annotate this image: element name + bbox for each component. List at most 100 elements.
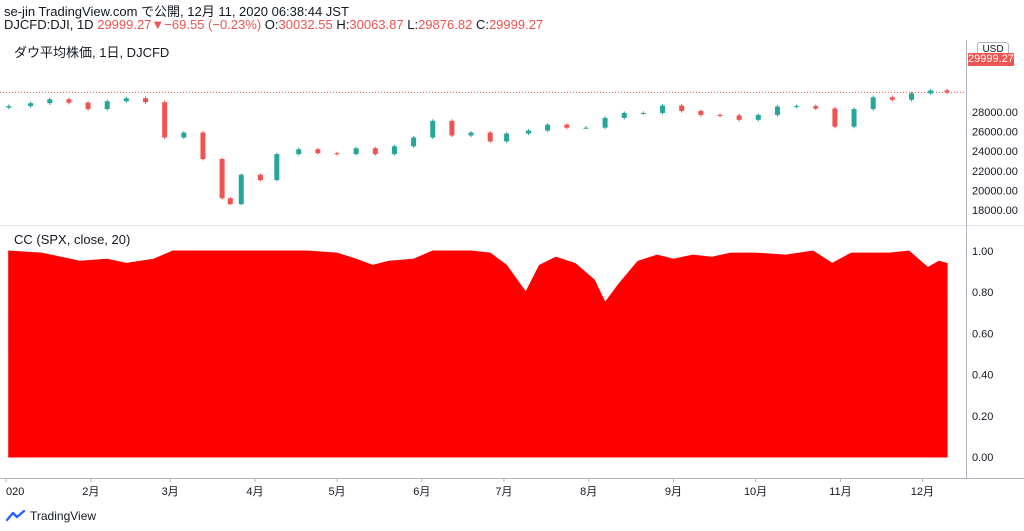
candle-body	[123, 98, 129, 102]
open-label: O:	[264, 17, 279, 32]
time-tick-label: 5月	[328, 486, 345, 498]
candle-body	[583, 127, 589, 129]
candle-body	[85, 102, 91, 110]
indicator-axis: 1.00 0.80 0.60 0.40 0.20 0.00	[972, 246, 993, 464]
candle-body	[944, 90, 950, 93]
close-value: 29999.27	[488, 17, 544, 32]
candle-body	[274, 154, 280, 181]
time-tick-label: 3月	[162, 486, 179, 498]
publish-info: se-jin TradingView.com で公開, 12月 11, 2020…	[4, 4, 349, 19]
candle-body	[238, 174, 244, 205]
candle-body	[908, 93, 914, 100]
time-tick-label: 8月	[580, 486, 597, 498]
candle-body	[717, 114, 723, 116]
candle-body	[851, 109, 857, 127]
high-label: H:	[336, 17, 350, 32]
candle-body	[698, 111, 704, 115]
price-tick-label: 18000.00	[972, 205, 1018, 217]
candle-body	[257, 174, 263, 181]
brand-name: TradingView	[30, 509, 97, 523]
candle-body	[640, 112, 646, 114]
candle-body	[391, 146, 397, 155]
candle-body	[794, 106, 800, 108]
candle-body	[28, 103, 34, 107]
close-label: C:	[475, 17, 489, 32]
low-value: 29876.82	[418, 17, 473, 32]
candle-body	[736, 115, 742, 120]
candle-body	[545, 124, 551, 131]
candle-body	[889, 97, 895, 100]
time-tick-label: 020	[6, 486, 24, 498]
price-tick-label: 20000.00	[972, 185, 1018, 197]
candle-body	[296, 149, 302, 155]
candle-body	[679, 105, 685, 112]
candle-body	[219, 159, 225, 199]
candle-body	[334, 153, 340, 155]
candle-body	[6, 106, 12, 108]
candle-body	[227, 198, 233, 205]
candle-body	[449, 120, 455, 136]
tradingview-logo-icon	[6, 510, 26, 522]
candle-body	[411, 137, 417, 147]
candle-body	[143, 98, 149, 103]
candle-body	[162, 102, 168, 138]
candle-body	[468, 132, 474, 136]
indicator-tick-label: 0.80	[972, 287, 993, 299]
price-tick-label: 22000.00	[972, 166, 1018, 178]
candle-body	[372, 148, 378, 155]
open-value: 30032.55	[278, 17, 333, 32]
time-tick-label: 12月	[911, 486, 934, 498]
time-axis[interactable]: 020 2月 3月 4月 5月 6月 7月 8月 9月 10月 11月 12月	[5, 478, 934, 498]
candlestick-series	[6, 88, 950, 206]
price-pane-title[interactable]: ダウ平均株価, 1日, DJCFD	[12, 42, 172, 61]
candle-body	[621, 112, 627, 118]
candle-body	[504, 133, 510, 142]
indicator-tick-label: 0.60	[972, 328, 993, 340]
candle-body	[487, 132, 493, 142]
price-tick-label: 24000.00	[972, 146, 1018, 158]
candle-body	[430, 120, 436, 138]
price-tick-label: 28000.00	[972, 107, 1018, 119]
low-label: L:	[407, 17, 419, 32]
candle-body	[353, 148, 359, 155]
time-tick-label: 11月	[829, 486, 851, 498]
time-tick-label: 9月	[665, 486, 682, 498]
indicator-tick-label: 0.00	[972, 452, 993, 464]
time-tick-label: 2月	[82, 486, 99, 498]
candle-body	[200, 132, 206, 160]
indicator-tick-label: 1.00	[972, 246, 993, 258]
candle-body	[813, 106, 819, 109]
last-price: 29999.27	[97, 17, 152, 32]
candle-body	[564, 124, 570, 128]
candle-body	[870, 97, 876, 110]
time-tick-label: 6月	[413, 486, 430, 498]
candle-body	[315, 149, 321, 154]
candle-body	[104, 101, 110, 110]
candle-body	[660, 105, 666, 113]
indicator-pane-title[interactable]: CC (SPX, close, 20)	[12, 232, 133, 247]
candle-body	[181, 132, 187, 138]
cc-area-series	[8, 250, 948, 458]
indicator-tick-label: 0.40	[972, 370, 993, 382]
indicator-tick-label: 0.20	[972, 411, 993, 423]
footer-brand[interactable]: TradingView	[6, 509, 96, 523]
high-value: 30063.87	[349, 17, 404, 32]
time-tick-label: 4月	[246, 486, 263, 498]
time-tick-label: 10月	[744, 486, 767, 498]
price-tick-label: 26000.00	[972, 127, 1018, 139]
candle-body	[832, 108, 838, 127]
candle-body	[526, 130, 532, 134]
candle-body	[774, 106, 780, 115]
symbol-label[interactable]: DJCFD:DJI, 1D	[4, 17, 94, 32]
time-tick-label: 7月	[495, 486, 512, 498]
candle-body	[928, 90, 934, 94]
candle-body	[755, 114, 761, 120]
ohlc-legend: DJCFD:DJI, 1D 29999.27▼−69.55 (−0.23%) O…	[4, 17, 543, 32]
price-change: −69.55 (−0.23%)	[164, 17, 262, 32]
price-axis: 28000.00 26000.00 24000.00 22000.00 20000.00…	[972, 107, 1018, 217]
candle-body	[602, 117, 608, 128]
candle-body	[47, 99, 53, 104]
cc-area	[8, 250, 948, 458]
down-arrow-icon: ▼	[151, 17, 165, 32]
